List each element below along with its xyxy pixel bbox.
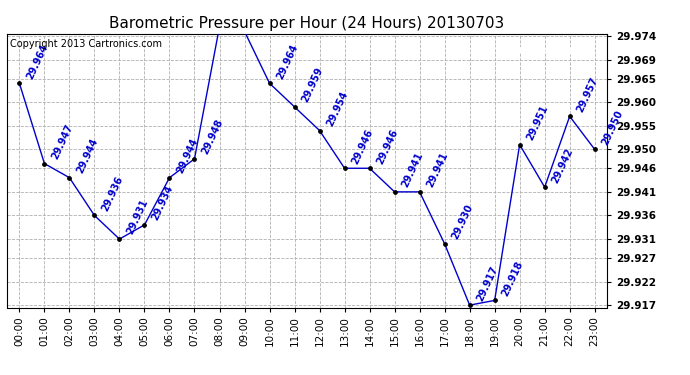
Text: 29.959: 29.959 <box>300 66 325 104</box>
Point <box>514 142 525 148</box>
Point <box>89 213 100 219</box>
Point <box>414 189 425 195</box>
Text: 29.964: 29.964 <box>275 42 300 81</box>
Point <box>339 165 350 171</box>
Text: 29.918: 29.918 <box>500 260 525 298</box>
Point <box>39 160 50 166</box>
Point <box>239 28 250 34</box>
Text: 29.947: 29.947 <box>50 123 75 161</box>
Point <box>164 175 175 181</box>
Text: 29.951: 29.951 <box>525 104 550 142</box>
Text: Copyright 2013 Cartronics.com: Copyright 2013 Cartronics.com <box>10 39 162 49</box>
Text: 29.975: 29.975 <box>0 374 1 375</box>
Text: 29.941: 29.941 <box>400 151 425 189</box>
Point <box>289 104 300 110</box>
Point <box>64 175 75 181</box>
Text: 29.948: 29.948 <box>200 118 225 156</box>
Text: 29.917: 29.917 <box>475 264 500 302</box>
Text: 29.934: 29.934 <box>150 184 175 222</box>
Title: Barometric Pressure per Hour (24 Hours) 20130703: Barometric Pressure per Hour (24 Hours) … <box>110 16 504 31</box>
Text: 29.946: 29.946 <box>350 127 375 165</box>
Text: 29.954: 29.954 <box>325 90 350 128</box>
Point <box>489 297 500 303</box>
Point <box>114 236 125 242</box>
Point <box>589 146 600 152</box>
Text: 29.931: 29.931 <box>125 198 150 236</box>
Point <box>264 80 275 86</box>
Text: 29.946: 29.946 <box>375 127 400 165</box>
Text: 29.957: 29.957 <box>575 75 600 114</box>
Text: 29.944: 29.944 <box>75 137 100 175</box>
Text: 29.930: 29.930 <box>450 203 475 241</box>
Point <box>214 24 225 30</box>
Text: 29.942: 29.942 <box>550 146 575 184</box>
Point <box>439 241 450 247</box>
Text: 29.936: 29.936 <box>100 174 125 213</box>
Text: 29.976: 29.976 <box>0 374 1 375</box>
Point <box>564 113 575 119</box>
Point <box>314 128 325 134</box>
Point <box>364 165 375 171</box>
Text: 29.950: 29.950 <box>600 108 625 147</box>
Text: 29.964: 29.964 <box>25 42 50 81</box>
Text: 29.941: 29.941 <box>425 151 450 189</box>
Point <box>389 189 400 195</box>
Point <box>14 80 25 86</box>
Point <box>539 184 550 190</box>
Point <box>189 156 200 162</box>
Point <box>139 222 150 228</box>
Text: 29.944: 29.944 <box>175 137 200 175</box>
Point <box>464 302 475 308</box>
